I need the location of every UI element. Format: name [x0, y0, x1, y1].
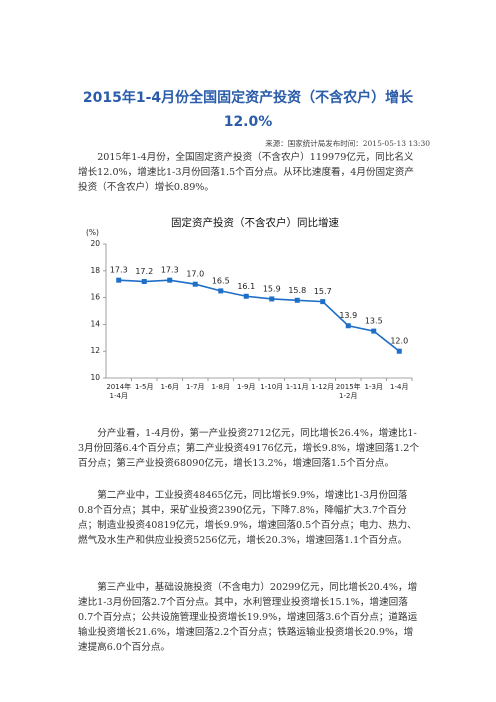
value-label: 15.8 [288, 286, 306, 295]
marker [320, 299, 326, 305]
marker [116, 277, 122, 283]
y-tick-label: 14 [90, 319, 100, 328]
value-label: 16.5 [212, 276, 230, 285]
marker [218, 288, 224, 294]
x-tick-label: 1-7月 [186, 383, 205, 391]
x-tick-label: 1-3月 [364, 383, 383, 391]
y-tick-label: 16 [90, 293, 100, 302]
source: 来源：国家统计局发布时间：2015-05-13 13:30 [265, 139, 430, 148]
x-tick-label: 1-5月 [135, 383, 154, 391]
x-tick-label: 1-8月 [211, 383, 230, 391]
value-label: 17.3 [161, 266, 179, 275]
marker [269, 296, 275, 302]
value-label: 12.0 [390, 337, 408, 346]
paragraph: 分产业看，1-4月份，第一产业投资2712亿元，同比增长26.4%，增速比1-3… [78, 428, 419, 469]
value-label: 17.0 [186, 270, 204, 279]
chart: 固定资产投资（不含农户）同比增速 (%) 10 12 14 16 18 20 17.3 17.… [70, 205, 430, 405]
marker [345, 323, 351, 329]
chart-svg: 固定资产投资（不含农户）同比增速 (%) 10 12 14 16 18 20 17.3 17.… [86, 216, 413, 382]
y-tick-label: 20 [90, 239, 100, 248]
paragraph: 第二产业中，工业投资48465亿元，同比增长9.9%，增速比1-3月份回落0.8… [78, 490, 417, 546]
y-tick-label: 12 [90, 346, 100, 355]
x-tick-label: 1-4月 [390, 383, 409, 391]
marker [371, 328, 377, 334]
marker [192, 281, 198, 287]
marker [141, 279, 147, 285]
x-tick-label: 1-11月 [285, 383, 309, 391]
y-tick-label: 10 [90, 373, 100, 382]
value-label: 15.9 [263, 284, 281, 293]
x-tick-label: 2014年1-4月 [106, 383, 132, 400]
marker [243, 293, 249, 299]
marker [167, 277, 173, 283]
line [118, 279, 400, 352]
value-label: 17.3 [110, 266, 128, 275]
chart-title: 固定资产投资（不含农户）同比增速 [171, 216, 339, 229]
marker [294, 297, 300, 303]
value-label: 16.1 [237, 282, 255, 291]
paragraph: 第三产业中，基础设施投资（不含电力）20299亿元，同比增长20.4%，增速比1… [78, 582, 418, 653]
x-tick-label: 2015年1-2月 [335, 383, 361, 400]
paragraph: 2015年1-4月份，全国固定资产投资（不含农户）119979亿元，同比名义增长… [78, 152, 414, 193]
value-label: 13.5 [365, 317, 383, 326]
x-tick-label: 1-10月 [260, 383, 284, 391]
value-label: 15.7 [314, 287, 332, 296]
marker [396, 348, 402, 354]
value-label: 13.9 [339, 311, 357, 320]
y-axis-label: (%) [86, 228, 99, 237]
title: 2015年1-4月份全国固定资产投资（不含农户）增长12.0% [82, 90, 414, 130]
y-tick-label: 18 [90, 266, 100, 275]
x-tick-label: 1-6月 [160, 383, 179, 391]
value-label: 17.2 [135, 267, 153, 276]
x-tick-label: 1-12月 [311, 383, 335, 391]
x-tick-label: 1-9月 [237, 383, 256, 391]
